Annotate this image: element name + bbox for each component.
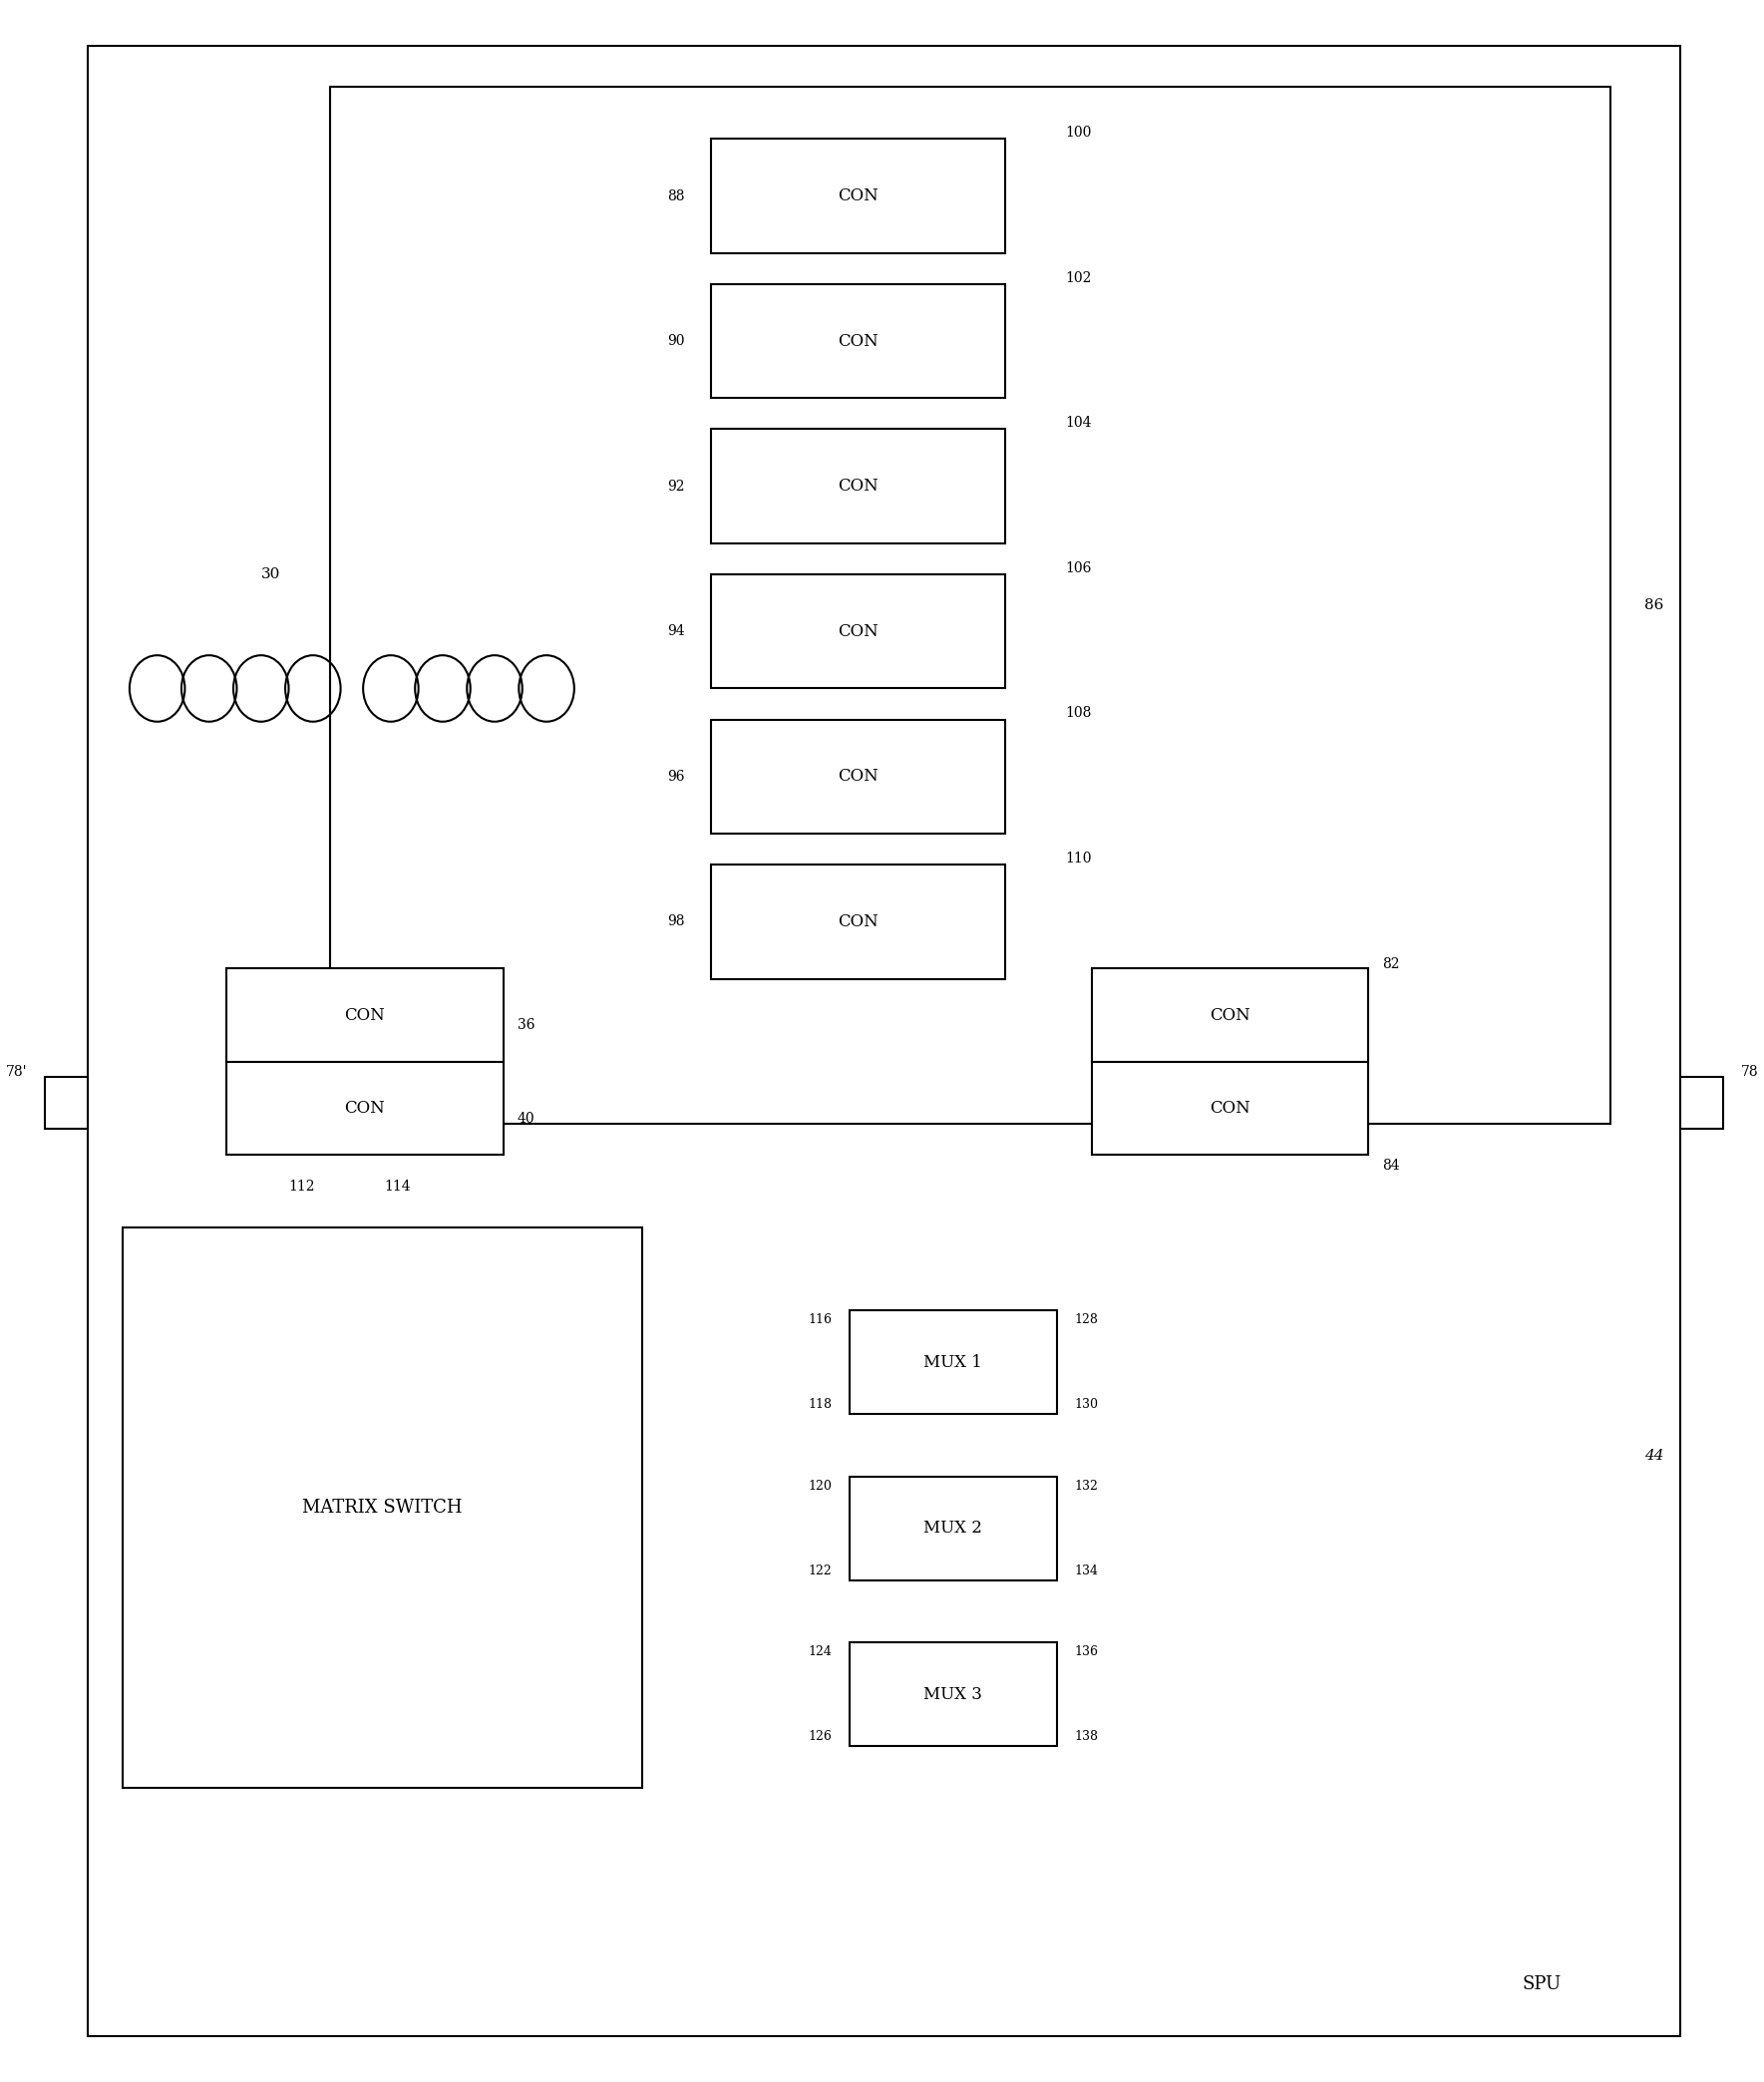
- Text: 100: 100: [1065, 125, 1092, 139]
- Bar: [711, 283, 1005, 398]
- Bar: [848, 1310, 1057, 1414]
- Text: 122: 122: [808, 1564, 833, 1578]
- Text: CON: CON: [838, 333, 878, 350]
- Bar: [711, 139, 1005, 254]
- Text: 118: 118: [808, 1399, 833, 1412]
- Text: MUX 2: MUX 2: [924, 1520, 983, 1537]
- Text: 36: 36: [517, 1018, 534, 1033]
- Text: 130: 130: [1074, 1399, 1099, 1412]
- Text: CON: CON: [838, 914, 878, 931]
- Text: 104: 104: [1065, 416, 1092, 431]
- Text: 102: 102: [1065, 271, 1092, 285]
- Bar: [226, 968, 503, 1062]
- Text: 82: 82: [1383, 958, 1399, 972]
- Text: CON: CON: [838, 477, 878, 496]
- Text: MATRIX SWITCH: MATRIX SWITCH: [302, 1499, 462, 1516]
- Bar: [1679, 1076, 1723, 1128]
- Text: 78: 78: [1741, 1066, 1759, 1078]
- Text: 120: 120: [808, 1480, 833, 1493]
- Bar: [44, 1076, 88, 1128]
- Text: 128: 128: [1074, 1314, 1097, 1326]
- Text: 78': 78': [5, 1066, 28, 1078]
- Text: 114: 114: [385, 1178, 411, 1193]
- Text: CON: CON: [838, 187, 878, 204]
- Text: 92: 92: [667, 479, 684, 493]
- Bar: [1092, 1062, 1369, 1156]
- Text: CON: CON: [838, 623, 878, 639]
- Bar: [711, 429, 1005, 543]
- Text: CON: CON: [344, 1006, 385, 1024]
- Text: 30: 30: [261, 568, 280, 581]
- Bar: [226, 1062, 503, 1156]
- Text: 90: 90: [667, 333, 684, 348]
- Text: 112: 112: [288, 1178, 314, 1193]
- Text: CON: CON: [344, 1099, 385, 1116]
- Text: 44: 44: [1644, 1449, 1663, 1464]
- Bar: [848, 1476, 1057, 1580]
- Text: 124: 124: [808, 1645, 833, 1657]
- Text: 110: 110: [1065, 852, 1092, 866]
- Bar: [711, 864, 1005, 979]
- Text: MUX 3: MUX 3: [924, 1686, 983, 1703]
- Text: 88: 88: [667, 189, 684, 202]
- Text: 98: 98: [667, 914, 684, 929]
- Bar: [711, 720, 1005, 833]
- Text: 84: 84: [1383, 1158, 1401, 1172]
- Text: 134: 134: [1074, 1564, 1099, 1578]
- Text: 86: 86: [1644, 598, 1663, 612]
- Bar: [122, 1228, 642, 1788]
- Text: 106: 106: [1065, 562, 1092, 575]
- Text: 40: 40: [517, 1112, 534, 1126]
- Text: 126: 126: [808, 1730, 833, 1743]
- Text: 96: 96: [667, 770, 684, 783]
- Text: CON: CON: [1210, 1006, 1251, 1024]
- Text: CON: CON: [1210, 1099, 1251, 1116]
- Bar: [1092, 968, 1369, 1062]
- Bar: [848, 1643, 1057, 1747]
- Text: SPU: SPU: [1522, 1976, 1561, 1992]
- Text: MUX 1: MUX 1: [924, 1353, 983, 1370]
- Bar: [330, 87, 1611, 1124]
- Text: CON: CON: [838, 768, 878, 785]
- Text: 136: 136: [1074, 1645, 1099, 1657]
- Text: 132: 132: [1074, 1480, 1097, 1493]
- Text: 94: 94: [667, 625, 684, 639]
- Text: 116: 116: [808, 1314, 833, 1326]
- Bar: [711, 575, 1005, 689]
- Text: 138: 138: [1074, 1730, 1099, 1743]
- Text: 108: 108: [1065, 706, 1092, 720]
